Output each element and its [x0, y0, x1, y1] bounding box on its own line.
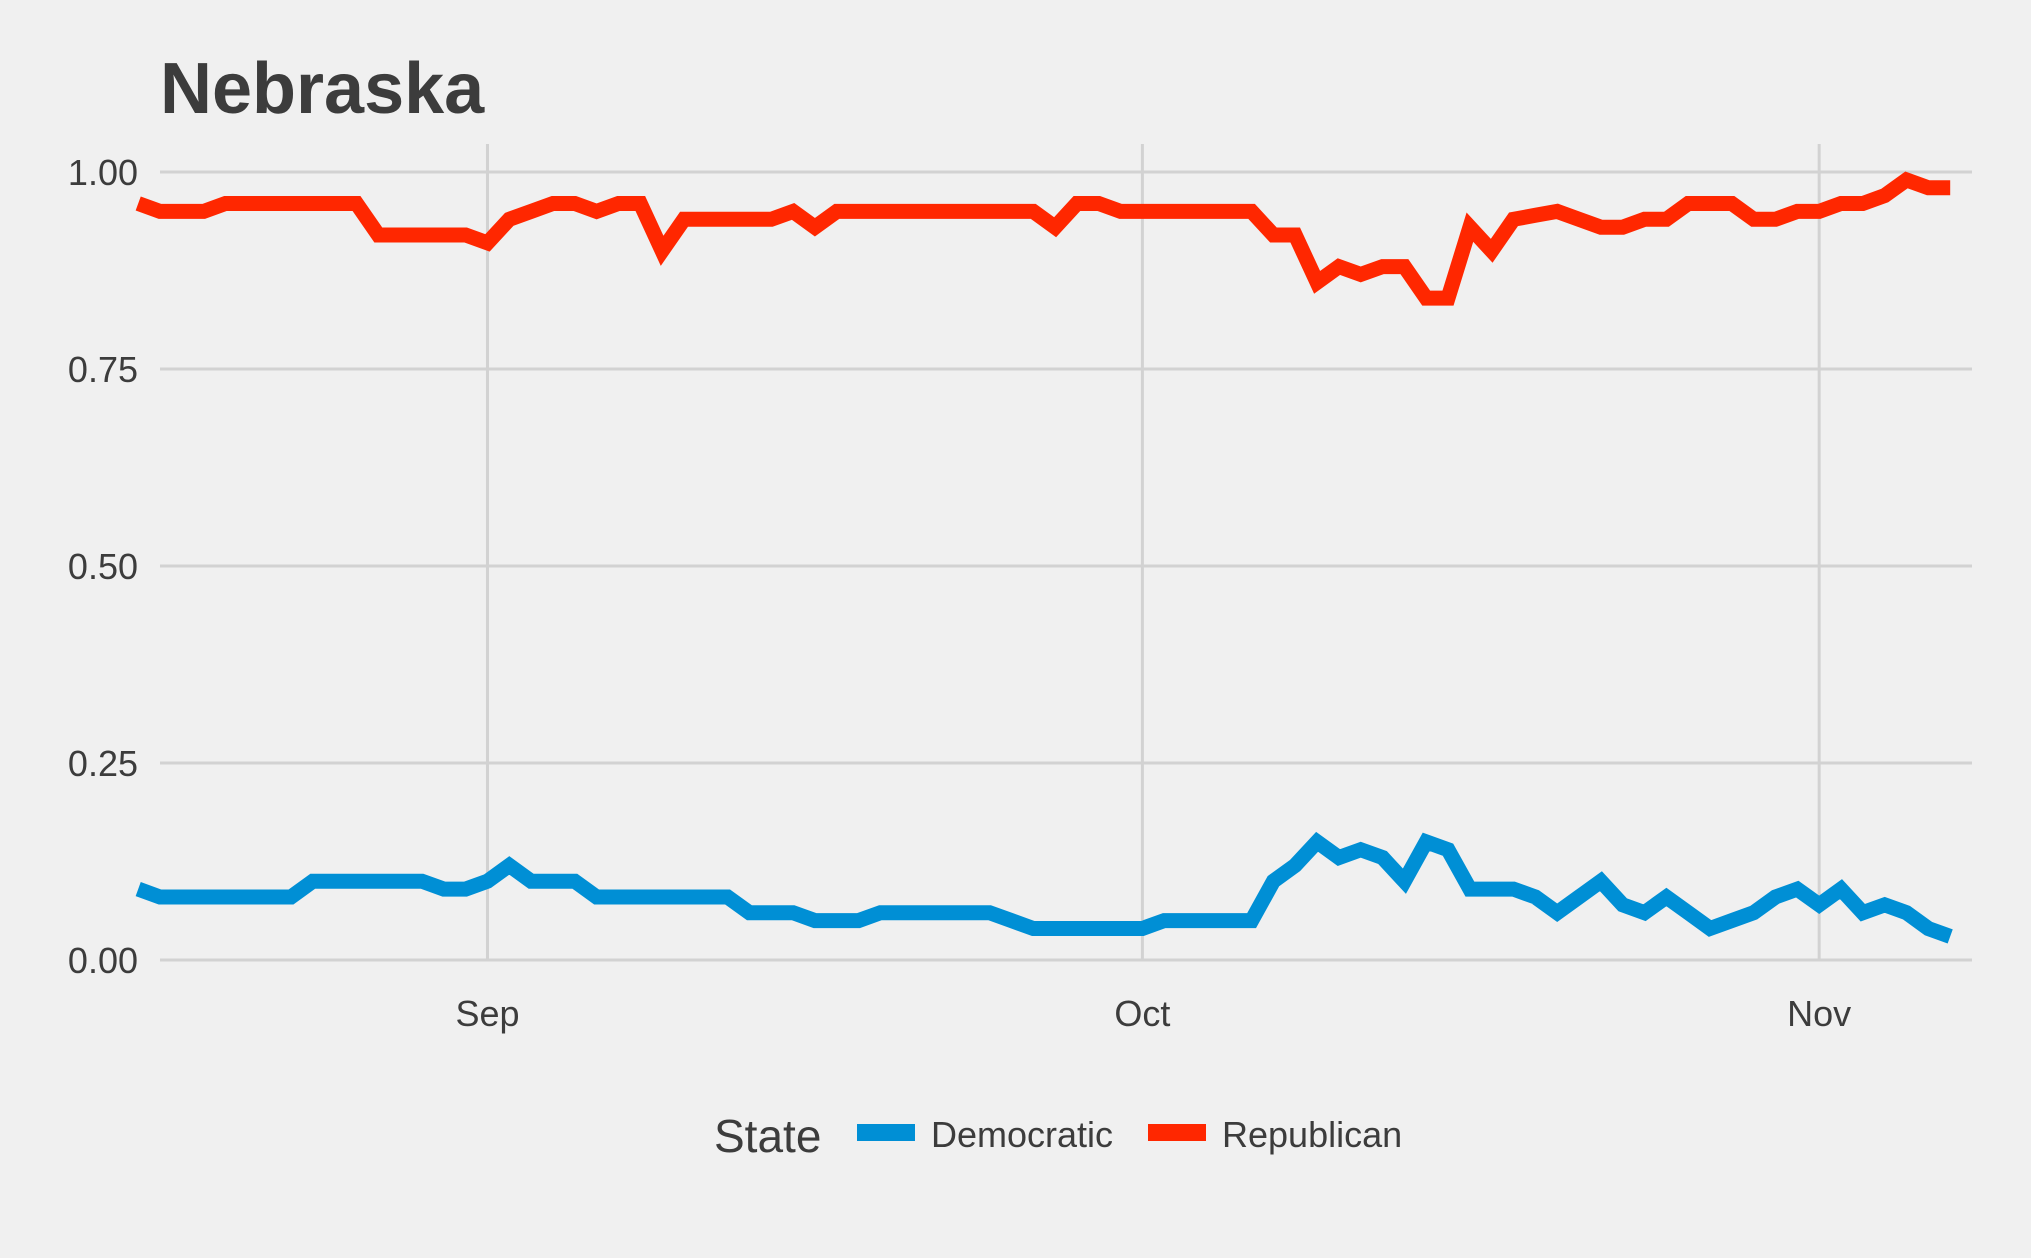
gridlines	[160, 144, 1972, 962]
x-tick-label: Oct	[1114, 993, 1170, 1034]
x-axis-ticks: Sep Oct Nov	[455, 993, 1851, 1034]
y-axis-ticks: 0.00 0.25 0.50 0.75 1.00	[68, 152, 138, 981]
legend-key-republican	[1148, 1124, 1206, 1141]
series-lines	[135, 171, 1953, 944]
y-tick-label: 0.25	[68, 743, 138, 784]
x-tick-label: Nov	[1787, 993, 1851, 1034]
legend-title: State	[714, 1110, 821, 1162]
legend-label-democratic: Democratic	[931, 1114, 1113, 1155]
y-tick-label: 1.00	[68, 152, 138, 193]
y-tick-label: 0.00	[68, 940, 138, 981]
y-tick-label: 0.50	[68, 546, 138, 587]
series-line-republican	[135, 171, 1951, 306]
x-tick-label: Sep	[455, 993, 519, 1034]
chart-title: Nebraska	[160, 49, 485, 129]
y-tick-label: 0.75	[68, 349, 138, 390]
legend-key-democratic	[857, 1124, 915, 1141]
series-line-democratic	[135, 831, 1953, 944]
legend: State Democratic Republican	[714, 1110, 1402, 1162]
legend-label-republican: Republican	[1222, 1114, 1402, 1155]
